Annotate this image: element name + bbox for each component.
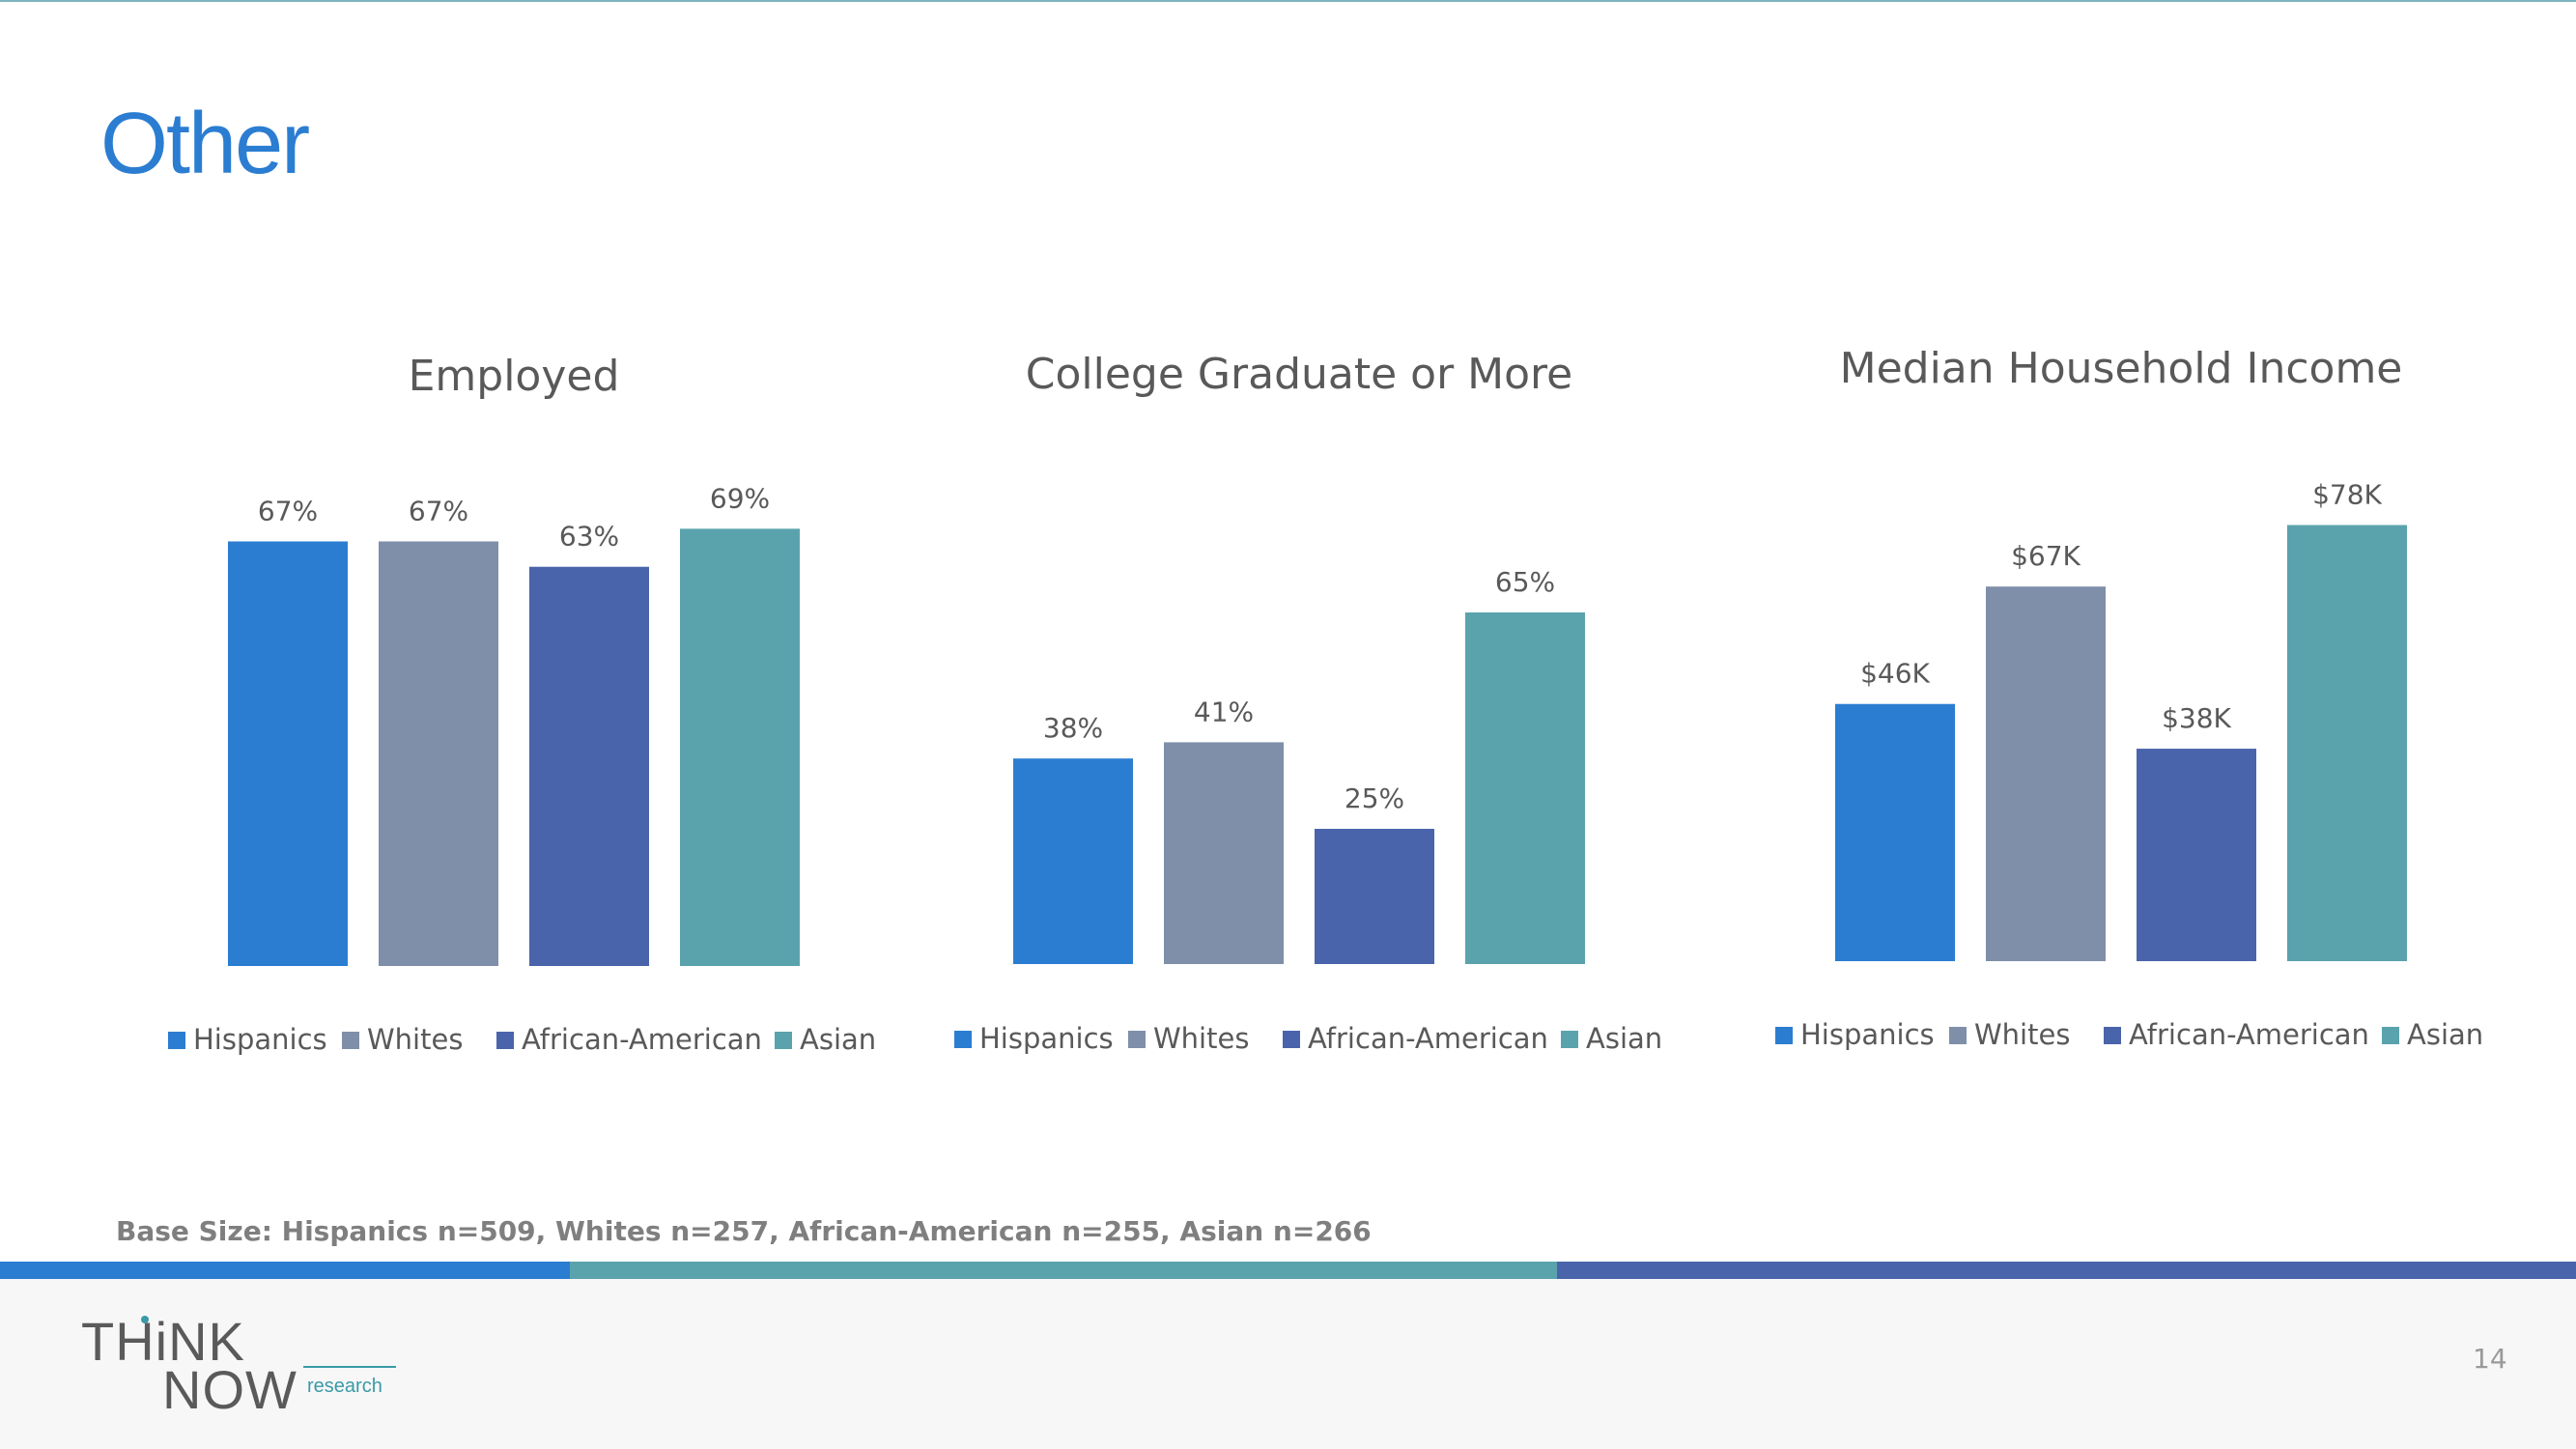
data-label-2-asian: 65% bbox=[1495, 566, 1555, 598]
legend-swatch-3-hispanics bbox=[1775, 1027, 1793, 1044]
data-label-1-hispanics: 67% bbox=[258, 495, 318, 526]
data-label-3-whites: $67K bbox=[2011, 540, 2081, 572]
legend-swatch-3-asian bbox=[2382, 1027, 2399, 1044]
thinknow-logo: THiNK NOW research bbox=[81, 1310, 400, 1426]
footer-stripe-navy bbox=[1557, 1262, 2576, 1279]
charts-canvas: 67% 67% 63% 69% Hispanics Whites African-Ameri… bbox=[168, 479, 2483, 1056]
legend-swatch-2-african-american bbox=[1283, 1031, 1300, 1048]
legend-swatch-1-hispanics bbox=[168, 1032, 185, 1049]
footer-stripe-teal bbox=[570, 1262, 1557, 1279]
bar-3-hispanics bbox=[1835, 703, 1955, 961]
bar-2-african-american bbox=[1315, 829, 1434, 964]
page-number: 14 bbox=[2473, 1343, 2507, 1375]
bar-3-whites bbox=[1986, 586, 2106, 961]
bar-3-asian bbox=[2287, 525, 2407, 961]
legend-swatch-3-african-american bbox=[2104, 1027, 2121, 1044]
legend-swatch-2-hispanics bbox=[954, 1031, 972, 1048]
data-label-1-african-american: 63% bbox=[559, 521, 619, 553]
data-label-3-asian: $78K bbox=[2312, 479, 2382, 511]
legend-label-3-african-american: African-American bbox=[2129, 1018, 2369, 1051]
logo-line bbox=[303, 1366, 396, 1368]
legend-label-2-african-american: African-American bbox=[1308, 1022, 1548, 1055]
legend-label-3-asian: Asian bbox=[2407, 1018, 2483, 1051]
legend-swatch-3-whites bbox=[1949, 1027, 1967, 1044]
data-label-2-whites: 41% bbox=[1194, 696, 1254, 727]
data-label-1-asian: 69% bbox=[710, 482, 770, 514]
bar-2-hispanics bbox=[1013, 758, 1133, 964]
legend-label-3-whites: Whites bbox=[1974, 1018, 2070, 1051]
legend-label-1-hispanics: Hispanics bbox=[193, 1023, 327, 1056]
legend-label-2-hispanics: Hispanics bbox=[979, 1022, 1114, 1055]
legend-swatch-2-asian bbox=[1561, 1031, 1578, 1048]
legend-swatch-1-whites bbox=[342, 1032, 359, 1049]
data-label-2-african-american: 25% bbox=[1345, 782, 1404, 814]
bar-1-hispanics bbox=[228, 541, 348, 966]
logo-think-text: THiNK bbox=[81, 1311, 245, 1372]
logo-research-text: research bbox=[307, 1376, 382, 1397]
data-label-3-hispanics: $46K bbox=[1860, 658, 1930, 690]
bar-3-african-american bbox=[2137, 749, 2256, 961]
data-label-1-whites: 67% bbox=[409, 495, 468, 526]
data-label-2-hispanics: 38% bbox=[1043, 712, 1103, 744]
data-label-3-african-american: $38K bbox=[2162, 702, 2231, 734]
bar-1-asian bbox=[680, 528, 800, 966]
chart-title-employed: Employed bbox=[408, 352, 620, 401]
page-title: Other bbox=[100, 96, 310, 192]
legend-swatch-2-whites bbox=[1128, 1031, 1146, 1048]
legend-label-1-whites: Whites bbox=[367, 1023, 463, 1056]
legend-label-1-asian: Asian bbox=[800, 1023, 876, 1056]
chart-title-college: College Graduate or More bbox=[1025, 350, 1573, 399]
legend-swatch-1-asian bbox=[775, 1032, 792, 1049]
base-size-note: Base Size: Hispanics n=509, Whites n=257… bbox=[116, 1215, 1372, 1247]
legend-label-3-hispanics: Hispanics bbox=[1800, 1018, 1935, 1051]
legend-swatch-1-african-american bbox=[496, 1032, 514, 1049]
top-rule bbox=[0, 0, 2576, 2]
footer bbox=[0, 1279, 2576, 1449]
legend-label-1-african-american: African-American bbox=[522, 1023, 762, 1056]
chart-title-income: Median Household Income bbox=[1839, 344, 2403, 393]
legend-label-2-asian: Asian bbox=[1586, 1022, 1662, 1055]
logo-now-text: NOW bbox=[162, 1359, 297, 1420]
bar-1-african-american bbox=[529, 566, 649, 966]
logo-dot bbox=[141, 1316, 149, 1323]
footer-stripe-blue bbox=[0, 1262, 570, 1279]
bar-1-whites bbox=[379, 541, 498, 966]
legend-label-2-whites: Whites bbox=[1153, 1022, 1249, 1055]
bar-2-whites bbox=[1164, 742, 1284, 964]
bar-2-asian bbox=[1465, 612, 1585, 964]
